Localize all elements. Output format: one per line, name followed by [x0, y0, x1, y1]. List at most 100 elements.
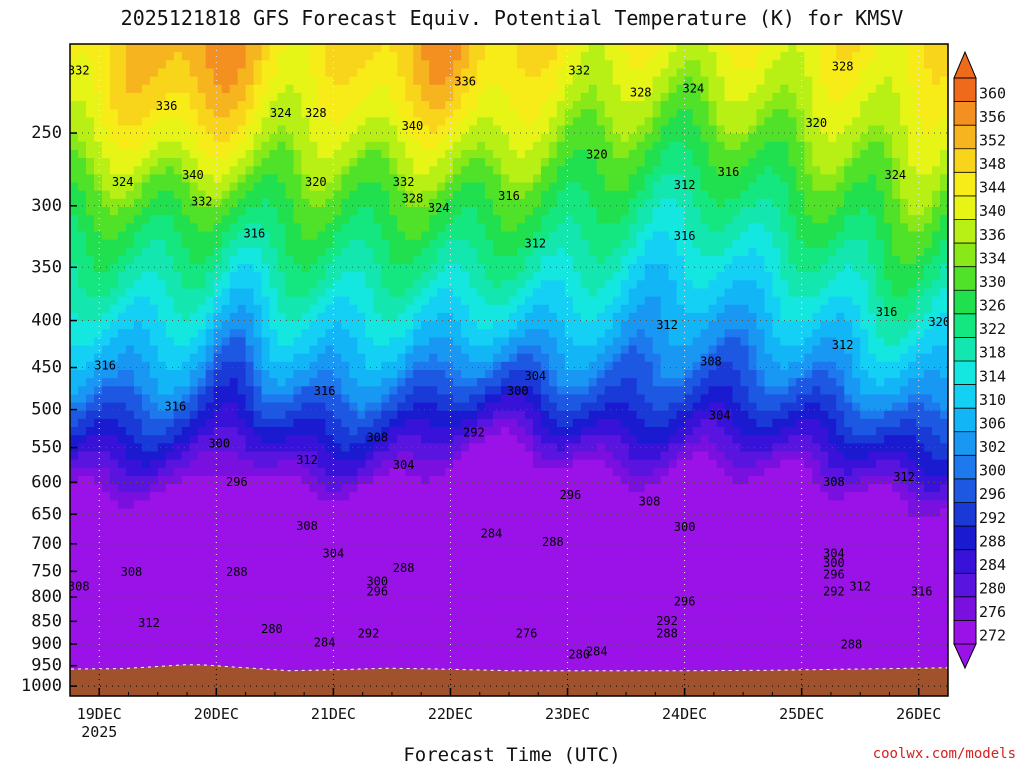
- colorbar-label: 314: [979, 367, 1006, 385]
- colorbar-label: 352: [979, 132, 1006, 150]
- colorbar-swatch: [954, 219, 976, 244]
- contour-label: 324: [428, 201, 450, 215]
- contour-label: 312: [893, 470, 915, 484]
- contour-label: 320: [305, 175, 327, 189]
- contour-label: 292: [823, 585, 845, 599]
- contour-label: 300: [366, 574, 388, 588]
- y-tick-label: 850: [31, 611, 62, 631]
- contour-label: 324: [884, 168, 906, 182]
- contour-label: 308: [121, 565, 143, 579]
- y-tick-label: 550: [31, 438, 62, 458]
- y-axis: 250 300 350 400 450 500 550 600 650 700 750 800 850 9…: [21, 123, 77, 696]
- colorbar-label: 292: [979, 509, 1006, 527]
- contour-label: 324: [683, 82, 705, 96]
- colorbar-label: 288: [979, 532, 1006, 550]
- colorbar-swatch: [954, 101, 976, 126]
- colorbar-swatch: [954, 148, 976, 173]
- colorbar-label: 276: [979, 603, 1006, 621]
- colorbar-swatch: [954, 361, 976, 385]
- colorbar-swatch: [954, 384, 976, 409]
- colorbar-label: 318: [979, 344, 1006, 362]
- contour-label: 316: [244, 227, 266, 241]
- y-tick-label: 350: [31, 257, 62, 277]
- y-tick-label: 300: [31, 196, 62, 216]
- colorbar: 272 276 280 284 288 292 296 300 302 306 310 314 318 3…: [953, 50, 1006, 670]
- y-tick-label: 650: [31, 504, 62, 524]
- colorbar-swatch: [954, 337, 976, 362]
- colorbar-max-arrow: [953, 50, 977, 79]
- colorbar-swatch: [954, 526, 976, 551]
- contour-label: 328: [402, 192, 424, 206]
- contour-label: 276: [516, 627, 538, 641]
- contour-label: 284: [481, 527, 503, 541]
- contour-label: 332: [568, 63, 590, 77]
- contour-label: 332: [393, 175, 415, 189]
- contour-label: 312: [849, 580, 871, 594]
- source-credit[interactable]: coolwx.com/models: [872, 746, 1016, 762]
- contour-label: 288: [542, 535, 564, 549]
- x-tick-label: 23DEC: [545, 705, 590, 723]
- x-year-label: 2025: [81, 723, 117, 741]
- contour-label: 324: [270, 106, 292, 120]
- y-tick-label: 450: [31, 358, 62, 378]
- contour-label: 304: [323, 546, 345, 560]
- contour-label: 292: [656, 614, 678, 628]
- colorbar-swatch: [954, 125, 976, 150]
- colorbar-swatch: [954, 172, 976, 197]
- colorbar-label: 302: [979, 438, 1006, 456]
- contour-label: 308: [700, 355, 722, 369]
- contour-label: 340: [402, 119, 424, 133]
- colorbar-label: 296: [979, 485, 1006, 503]
- contour-label: 296: [226, 475, 248, 489]
- contour-label: 288: [226, 565, 248, 579]
- contour-label: 296: [823, 568, 845, 582]
- contour-label: 304: [823, 546, 845, 560]
- colorbar-swatch: [954, 266, 976, 291]
- contour-label: 288: [656, 627, 678, 641]
- contour-label: 284: [314, 636, 336, 650]
- contour-label: 288: [841, 637, 863, 651]
- x-tick-label: 20DEC: [194, 705, 239, 723]
- colorbar-label: 356: [979, 108, 1006, 126]
- colorbar-label: 272: [979, 627, 1006, 645]
- contour-label: 312: [138, 616, 160, 630]
- contour-label: 304: [393, 458, 415, 472]
- contour-label: 316: [674, 229, 696, 243]
- colorbar-label: 280: [979, 580, 1006, 598]
- x-axis: 19DEC 20DEC 21DEC 22DEC 23DEC 24DEC 25DEC 26DEC…: [77, 688, 949, 741]
- x-tick-label: 19DEC: [77, 705, 122, 723]
- colorbar-swatch: [954, 502, 976, 527]
- contour-label: 312: [296, 453, 318, 467]
- contour-label: 316: [165, 400, 187, 414]
- colorbar-swatch: [954, 573, 976, 598]
- contour-label: 336: [156, 99, 178, 113]
- contour-label: 316: [498, 189, 520, 203]
- contour-label: 308: [639, 494, 661, 508]
- colorbar-label: 300: [979, 462, 1006, 480]
- colorbar-label: 326: [979, 297, 1006, 315]
- contour-label: 296: [560, 488, 582, 502]
- colorbar-label: 310: [979, 391, 1006, 409]
- chart-title: 2025121818 GFS Forecast Equiv. Potential…: [120, 6, 904, 30]
- x-tick-label: 25DEC: [779, 705, 824, 723]
- colorbar-swatch: [954, 549, 976, 574]
- x-tick-label: 21DEC: [311, 705, 356, 723]
- x-tick-label: 24DEC: [662, 705, 707, 723]
- y-tick-label: 600: [31, 472, 62, 492]
- x-tick-label: 26DEC: [896, 705, 941, 723]
- contour-label: 328: [305, 106, 327, 120]
- contour-label: 328: [630, 85, 652, 99]
- y-tick-label: 950: [31, 656, 62, 676]
- colorbar-label: 284: [979, 556, 1006, 574]
- contour-label: 284: [586, 645, 608, 659]
- y-tick-label: 900: [31, 634, 62, 654]
- colorbar-label: 334: [979, 249, 1006, 267]
- x-tick-label: 22DEC: [428, 705, 473, 723]
- contour-label: 312: [524, 236, 546, 250]
- contour-label: 316: [911, 585, 933, 599]
- x-axis-label: Forecast Time (UTC): [403, 744, 621, 766]
- contour-label: 292: [463, 425, 485, 439]
- y-tick-label: 750: [31, 561, 62, 581]
- colorbar-swatch: [954, 290, 976, 315]
- terrain-shape: [70, 664, 948, 696]
